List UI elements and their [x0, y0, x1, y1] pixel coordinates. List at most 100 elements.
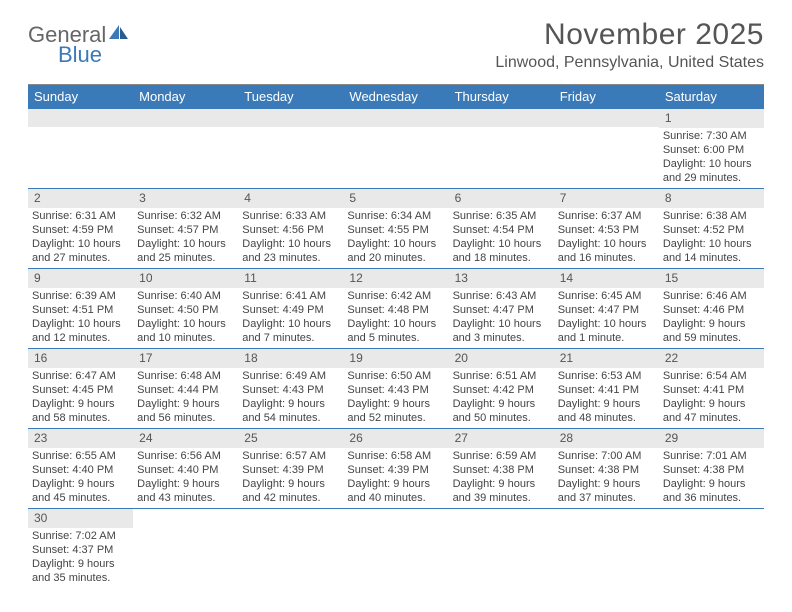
day-sunset: Sunset: 4:41 PM [558, 384, 655, 398]
calendar-day-cell: 30Sunrise: 7:02 AMSunset: 4:37 PMDayligh… [28, 509, 133, 588]
weekday-header: Wednesday [343, 85, 448, 109]
day-daylight: Daylight: 9 hours and 36 minutes. [663, 478, 760, 506]
day-number: 3 [133, 189, 238, 208]
calendar-day-cell: 2Sunrise: 6:31 AMSunset: 4:59 PMDaylight… [28, 189, 133, 268]
day-number: 11 [238, 269, 343, 288]
calendar-day-cell: 8Sunrise: 6:38 AMSunset: 4:52 PMDaylight… [659, 189, 764, 268]
day-sunrise: Sunrise: 6:58 AM [347, 450, 444, 464]
day-sunrise: Sunrise: 6:50 AM [347, 370, 444, 384]
day-sunset: Sunset: 4:43 PM [242, 384, 339, 398]
calendar-empty-cell [238, 109, 343, 188]
weekday-header-row: SundayMondayTuesdayWednesdayThursdayFrid… [28, 85, 764, 109]
day-number: 15 [659, 269, 764, 288]
calendar-day-cell: 1Sunrise: 7:30 AMSunset: 6:00 PMDaylight… [659, 109, 764, 188]
day-sunrise: Sunrise: 6:42 AM [347, 290, 444, 304]
day-number [343, 109, 448, 127]
day-sunrise: Sunrise: 6:54 AM [663, 370, 760, 384]
day-sunset: Sunset: 4:40 PM [137, 464, 234, 478]
calendar-day-cell: 17Sunrise: 6:48 AMSunset: 4:44 PMDayligh… [133, 349, 238, 428]
day-sunset: Sunset: 4:56 PM [242, 224, 339, 238]
calendar-empty-cell [28, 109, 133, 188]
calendar-day-cell: 13Sunrise: 6:43 AMSunset: 4:47 PMDayligh… [449, 269, 554, 348]
day-daylight: Daylight: 9 hours and 56 minutes. [137, 398, 234, 426]
day-daylight: Daylight: 10 hours and 23 minutes. [242, 238, 339, 266]
day-daylight: Daylight: 10 hours and 12 minutes. [32, 318, 129, 346]
calendar-week-row: 23Sunrise: 6:55 AMSunset: 4:40 PMDayligh… [28, 429, 764, 509]
calendar-empty-cell [343, 109, 448, 188]
day-number: 27 [449, 429, 554, 448]
day-sunrise: Sunrise: 6:35 AM [453, 210, 550, 224]
day-daylight: Daylight: 9 hours and 39 minutes. [453, 478, 550, 506]
day-daylight: Daylight: 9 hours and 43 minutes. [137, 478, 234, 506]
day-sunrise: Sunrise: 6:57 AM [242, 450, 339, 464]
day-sunset: Sunset: 4:41 PM [663, 384, 760, 398]
calendar-day-cell: 15 Sunrise: 6:46 AMSunset: 4:46 PMDayligh… [659, 269, 764, 348]
day-sunset: Sunset: 4:52 PM [663, 224, 760, 238]
weekday-header: Saturday [659, 85, 764, 109]
day-sunrise: Sunrise: 6:48 AM [137, 370, 234, 384]
day-daylight: Daylight: 10 hours and 20 minutes. [347, 238, 444, 266]
calendar-day-cell: 11 Sunrise: 6:41 AMSunset: 4:49 PMDayligh… [238, 269, 343, 348]
day-sunset: Sunset: 6:00 PM [663, 144, 760, 158]
calendar-week-row: 1Sunrise: 7:30 AMSunset: 6:00 PMDaylight… [28, 109, 764, 189]
day-sunrise: Sunrise: 6:53 AM [558, 370, 655, 384]
day-sunrise: Sunrise: 6:43 AM [453, 290, 550, 304]
day-sunset: Sunset: 4:39 PM [347, 464, 444, 478]
calendar-empty-cell [449, 109, 554, 188]
day-daylight: Daylight: 9 hours and 58 minutes. [32, 398, 129, 426]
day-sunset: Sunset: 4:38 PM [558, 464, 655, 478]
day-daylight: Daylight: 9 hours and 59 minutes. [663, 318, 760, 346]
day-number: 6 [449, 189, 554, 208]
calendar: SundayMondayTuesdayWednesdayThursdayFrid… [28, 84, 764, 588]
day-number: 17 [133, 349, 238, 368]
day-sunrise: Sunrise: 6:31 AM [32, 210, 129, 224]
day-number: 5 [343, 189, 448, 208]
day-sunrise: Sunrise: 6:49 AM [242, 370, 339, 384]
day-number: 20 [449, 349, 554, 368]
day-number: 16 [28, 349, 133, 368]
day-number: 25 [238, 429, 343, 448]
day-sunset: Sunset: 4:49 PM [242, 304, 339, 318]
calendar-day-cell: 7Sunrise: 6:37 AMSunset: 4:53 PMDaylight… [554, 189, 659, 268]
day-sunrise: Sunrise: 6:59 AM [453, 450, 550, 464]
calendar-empty-cell [449, 509, 554, 588]
day-sunset: Sunset: 4:54 PM [453, 224, 550, 238]
day-number: 21 [554, 349, 659, 368]
day-daylight: Daylight: 10 hours and 18 minutes. [453, 238, 550, 266]
weekday-header: Tuesday [238, 85, 343, 109]
day-daylight: Daylight: 9 hours and 47 minutes. [663, 398, 760, 426]
day-sunrise: Sunrise: 6:46 AM [663, 290, 760, 304]
calendar-week-row: 9Sunrise: 6:39 AMSunset: 4:51 PMDaylight… [28, 269, 764, 349]
day-sunset: Sunset: 4:46 PM [663, 304, 760, 318]
day-sunrise: Sunrise: 6:34 AM [347, 210, 444, 224]
calendar-day-cell: 6 Sunrise: 6:35 AMSunset: 4:54 PMDaylight… [449, 189, 554, 268]
day-number: 22 [659, 349, 764, 368]
day-daylight: Daylight: 9 hours and 45 minutes. [32, 478, 129, 506]
month-title: November 2025 [495, 18, 764, 52]
calendar-day-cell: 5Sunrise: 6:34 AMSunset: 4:55 PMDaylight… [343, 189, 448, 268]
day-daylight: Daylight: 10 hours and 25 minutes. [137, 238, 234, 266]
day-daylight: Daylight: 10 hours and 1 minute. [558, 318, 655, 346]
calendar-empty-cell [343, 509, 448, 588]
day-sunrise: Sunrise: 6:47 AM [32, 370, 129, 384]
day-daylight: Daylight: 10 hours and 7 minutes. [242, 318, 339, 346]
day-sunset: Sunset: 4:38 PM [453, 464, 550, 478]
day-daylight: Daylight: 9 hours and 54 minutes. [242, 398, 339, 426]
day-sunrise: Sunrise: 6:38 AM [663, 210, 760, 224]
calendar-day-cell: 26Sunrise: 6:58 AMSunset: 4:39 PMDayligh… [343, 429, 448, 508]
calendar-day-cell: 3Sunrise: 6:32 AMSunset: 4:57 PMDaylight… [133, 189, 238, 268]
day-number: 9 [28, 269, 133, 288]
day-sunset: Sunset: 4:38 PM [663, 464, 760, 478]
logo-word2: Blue [58, 42, 102, 68]
day-number: 18 [238, 349, 343, 368]
calendar-day-cell: 16Sunrise: 6:47 AMSunset: 4:45 PMDayligh… [28, 349, 133, 428]
day-sunset: Sunset: 4:37 PM [32, 544, 129, 558]
header: General November 2025 Linwood, Pennsylva… [0, 0, 792, 78]
calendar-empty-cell [554, 109, 659, 188]
calendar-day-cell: 14Sunrise: 6:45 AMSunset: 4:47 PMDayligh… [554, 269, 659, 348]
day-sunrise: Sunrise: 6:51 AM [453, 370, 550, 384]
day-number: 19 [343, 349, 448, 368]
day-sunrise: Sunrise: 6:37 AM [558, 210, 655, 224]
day-daylight: Daylight: 10 hours and 10 minutes. [137, 318, 234, 346]
day-sunrise: Sunrise: 6:41 AM [242, 290, 339, 304]
